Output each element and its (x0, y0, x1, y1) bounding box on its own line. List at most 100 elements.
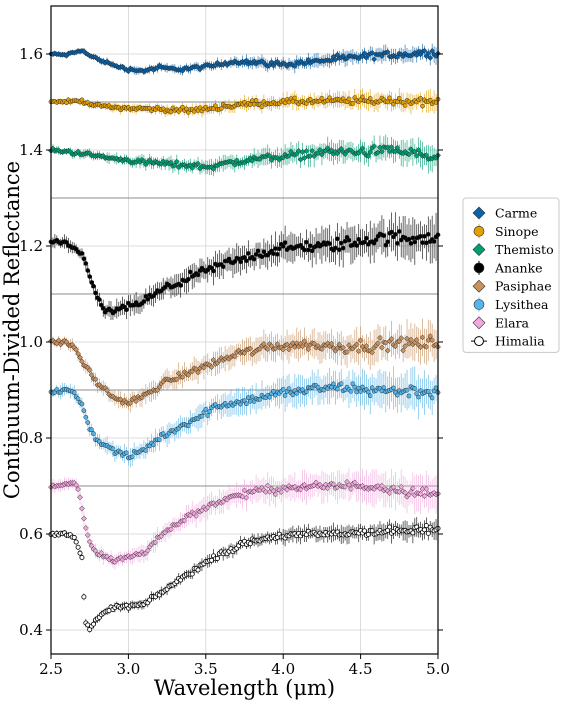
data-point (364, 235, 369, 241)
data-point (205, 413, 211, 418)
data-point (282, 393, 288, 398)
data-point (352, 384, 358, 390)
data-point (307, 243, 313, 249)
data-point (141, 299, 147, 304)
data-point (271, 251, 276, 257)
data-point (157, 437, 162, 443)
data-point (273, 246, 278, 251)
data-point (271, 388, 276, 394)
legend-item-ananke: Ananke (473, 260, 543, 275)
y-tick-label: 0.6 (19, 525, 43, 543)
legend-label: Himalia (495, 334, 545, 349)
data-point (100, 305, 106, 311)
data-point (207, 409, 213, 414)
y-tick-label: 1.2 (19, 237, 43, 255)
data-point (89, 427, 94, 433)
legend-item-carme: Carme (472, 206, 537, 221)
legend-marker (473, 226, 485, 237)
data-point (346, 237, 352, 243)
data-point (203, 407, 209, 412)
data-point (145, 296, 151, 302)
legend-label: Pasiphae (495, 279, 552, 294)
data-point (381, 233, 387, 238)
x-tick-label: 5.0 (426, 660, 450, 678)
legend-marker (472, 243, 486, 257)
data-point (195, 567, 201, 573)
data-point (393, 231, 398, 237)
data-point (85, 420, 91, 425)
data-point (412, 386, 418, 391)
data-point (253, 97, 259, 103)
data-point (199, 413, 205, 419)
data-point (396, 229, 402, 234)
data-point (385, 239, 391, 245)
series-sinope (48, 88, 441, 118)
data-point (354, 389, 360, 395)
data-point (381, 385, 387, 390)
data-point (367, 96, 373, 101)
data-point (421, 527, 427, 533)
data-point (280, 386, 286, 392)
data-point (247, 541, 253, 547)
data-point (340, 245, 346, 251)
data-point (187, 269, 193, 275)
data-point (406, 236, 412, 242)
data-point (97, 297, 102, 302)
series-lysithea (48, 366, 441, 468)
legend-marker (472, 316, 486, 330)
data-point (389, 229, 394, 235)
legend-frame (462, 197, 560, 353)
data-point (211, 268, 216, 274)
data-point (238, 259, 243, 265)
data-point (259, 254, 265, 260)
data-point (79, 97, 85, 103)
data-point (420, 103, 425, 109)
y-tick-label: 0.8 (19, 429, 43, 447)
data-point (178, 283, 183, 288)
plot-frame (50, 5, 439, 655)
data-point (395, 240, 400, 246)
data-point (348, 388, 354, 394)
legend-marker (472, 279, 486, 293)
data-point (81, 256, 87, 262)
data-point (412, 239, 418, 245)
legend-label: Lysithea (495, 297, 549, 312)
data-point (246, 251, 251, 256)
data-point (82, 525, 89, 531)
x-axis-label: Wavelength (μm) (154, 676, 335, 700)
data-point (408, 241, 414, 246)
data-point (422, 233, 427, 239)
legend-label: Sinope (495, 224, 539, 239)
data-point (333, 245, 338, 251)
data-series (48, 43, 441, 633)
data-point (338, 381, 344, 387)
data-point (79, 401, 85, 407)
data-point (275, 251, 280, 257)
data-point (124, 307, 129, 313)
data-point (335, 236, 340, 242)
data-point (404, 387, 410, 393)
data-point (286, 386, 292, 392)
data-point (290, 392, 296, 398)
data-point (255, 248, 261, 254)
x-tick-label: 3.0 (116, 660, 140, 678)
data-point (294, 390, 300, 396)
data-point (331, 381, 336, 387)
data-point (346, 96, 352, 102)
legend-item-pasiphae: Pasiphae (472, 279, 552, 294)
data-point (189, 571, 195, 577)
data-point (83, 414, 89, 420)
data-point (406, 393, 412, 399)
y-tick-label: 0.4 (19, 621, 43, 639)
data-point (80, 515, 87, 522)
y-tick-label: 1.6 (19, 45, 43, 63)
data-point (91, 431, 96, 437)
data-point (336, 247, 342, 253)
data-point (304, 239, 309, 245)
data-point (387, 524, 393, 530)
data-point (425, 231, 431, 237)
data-point (186, 276, 191, 282)
legend-label: Carme (495, 206, 537, 221)
data-point (79, 505, 85, 512)
